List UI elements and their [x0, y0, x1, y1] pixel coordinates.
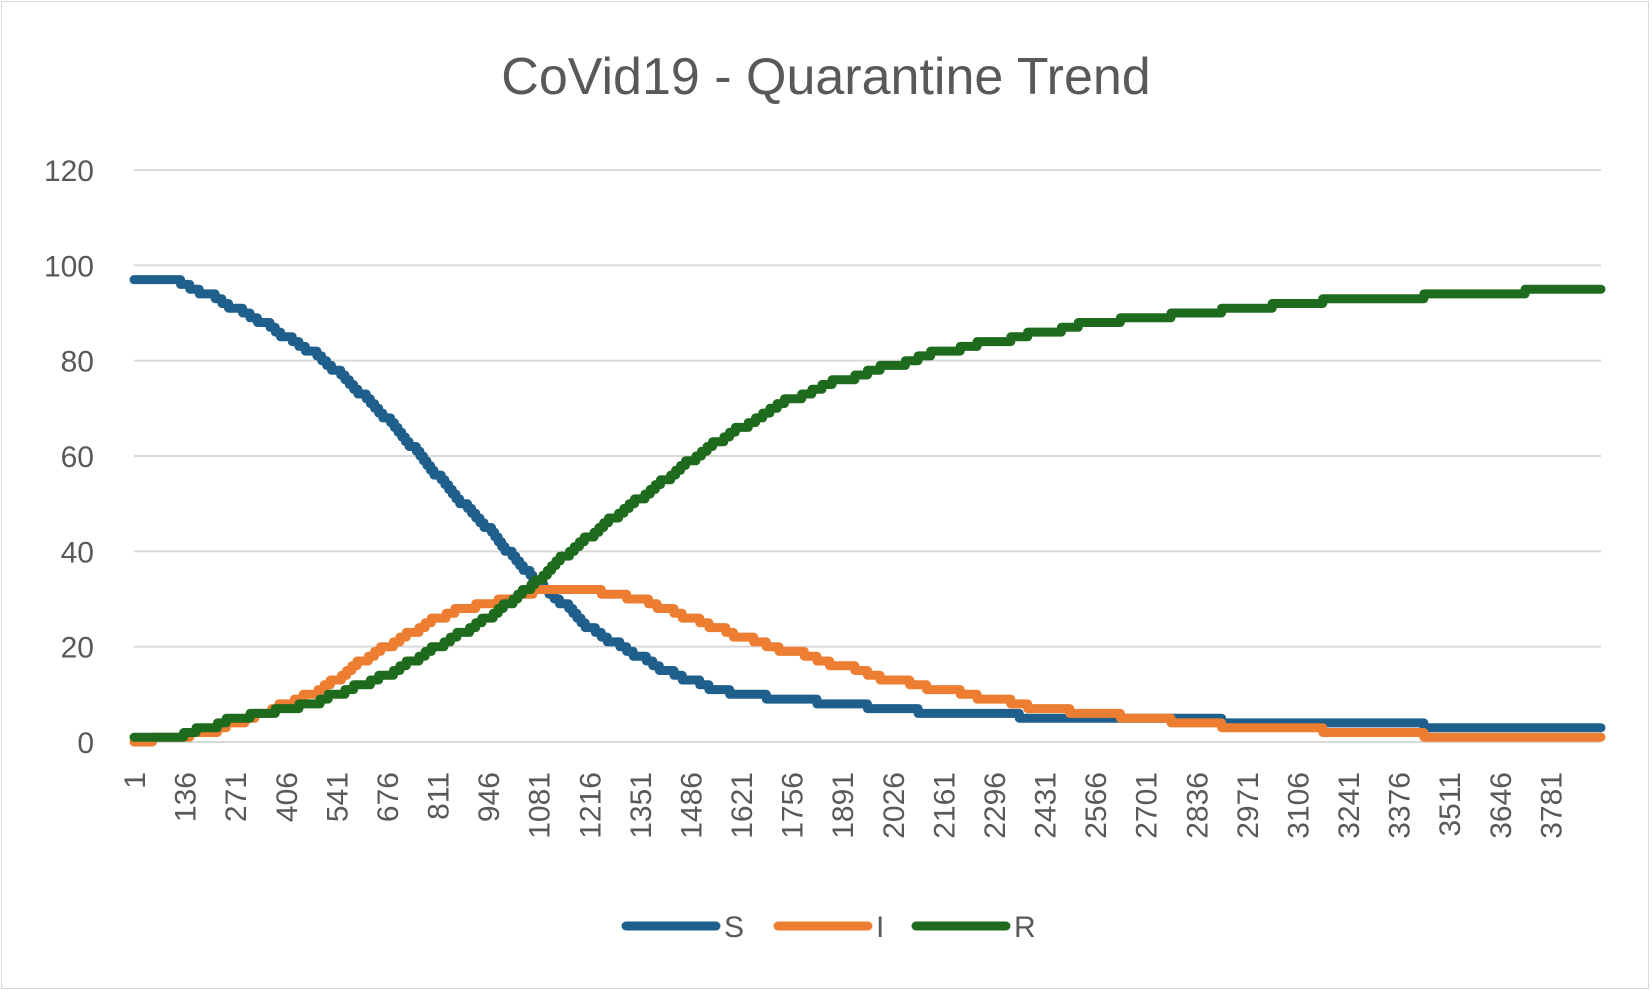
y-tick-label: 120: [44, 155, 94, 188]
legend-label-I: I: [876, 911, 884, 944]
y-tick-label: 100: [44, 250, 94, 283]
x-tick-label: 1891: [827, 772, 860, 839]
y-tick-label: 80: [61, 346, 94, 379]
x-tick-label: 2836: [1181, 772, 1214, 839]
x-tick-label: 3106: [1282, 772, 1315, 839]
x-tick-label: 2026: [878, 772, 911, 839]
y-tick-label: 60: [61, 441, 94, 474]
x-tick-label: 2161: [928, 772, 961, 839]
y-tick-label: 40: [61, 536, 94, 569]
series-line-I: [129, 585, 1606, 747]
x-tick-label: 1: [119, 772, 152, 789]
x-tick-label: 3646: [1485, 772, 1518, 839]
x-tick-label: 676: [372, 772, 405, 822]
x-tick-label: 2431: [1030, 772, 1063, 839]
series-lines: [129, 275, 1606, 747]
legend-label-S: S: [724, 911, 744, 944]
x-tick-label: 3241: [1333, 772, 1366, 839]
x-tick-label: 271: [220, 772, 253, 822]
x-tick-label: 1756: [777, 772, 810, 839]
x-tick-label: 3376: [1384, 772, 1417, 839]
series-line-R: [129, 284, 1606, 742]
x-tick-label: 1081: [524, 772, 557, 839]
series-line-S: [129, 275, 1606, 733]
x-tick-label: 3511: [1434, 772, 1467, 837]
x-tick-label: 2701: [1131, 772, 1164, 839]
y-tick-label: 0: [77, 727, 94, 760]
x-tick-label: 1621: [726, 772, 759, 839]
legend-label-R: R: [1014, 911, 1036, 944]
x-tick-label: 406: [271, 772, 304, 822]
x-tick-label: 811: [423, 772, 456, 820]
x-tick-label: 136: [170, 772, 203, 822]
x-tick-label: 1216: [574, 772, 607, 839]
x-tick-label: 541: [321, 772, 354, 822]
y-tick-label: 20: [61, 632, 94, 665]
x-axis-ticks: 1 136 271 406 541 676 811 946 1081 1216 1351 1486 16…: [119, 772, 1568, 839]
chart-title: CoVid19 - Quarantine Trend: [501, 48, 1150, 106]
x-tick-label: 946: [473, 772, 506, 822]
y-axis-ticks: 0 20 40 60 80 100 120: [44, 155, 94, 760]
x-tick-label: 2296: [979, 772, 1012, 839]
x-tick-label: 1486: [675, 772, 708, 839]
x-tick-label: 2566: [1080, 772, 1113, 839]
x-tick-label: 2971: [1232, 772, 1265, 839]
x-tick-label: 1351: [625, 772, 658, 839]
x-tick-label: 3781: [1535, 772, 1568, 839]
gridlines: [134, 169, 1601, 743]
